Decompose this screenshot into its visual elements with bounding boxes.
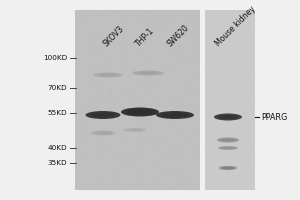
Bar (75, 10, 200, 190)
Bar (200, 10, 205, 190)
Ellipse shape (220, 138, 236, 142)
Ellipse shape (156, 111, 194, 119)
Ellipse shape (124, 128, 146, 132)
Ellipse shape (85, 111, 121, 119)
Ellipse shape (93, 72, 123, 77)
Text: 70KD: 70KD (47, 85, 67, 91)
Ellipse shape (98, 73, 118, 76)
Ellipse shape (218, 146, 238, 150)
Ellipse shape (214, 114, 242, 120)
Ellipse shape (91, 113, 115, 117)
Ellipse shape (94, 132, 112, 134)
Text: PPARG: PPARG (261, 112, 287, 121)
Ellipse shape (218, 115, 238, 119)
Ellipse shape (217, 138, 239, 142)
Ellipse shape (91, 130, 116, 136)
Ellipse shape (222, 167, 234, 169)
Ellipse shape (132, 71, 164, 75)
Ellipse shape (121, 108, 159, 116)
Text: 55KD: 55KD (47, 110, 67, 116)
Ellipse shape (221, 147, 235, 149)
Text: SKOV3: SKOV3 (102, 24, 126, 48)
Text: 40KD: 40KD (47, 145, 67, 151)
Ellipse shape (127, 129, 143, 131)
Text: 100KD: 100KD (43, 55, 67, 61)
Ellipse shape (127, 109, 153, 115)
Text: THP-1: THP-1 (134, 26, 156, 48)
Text: Mouse kidney: Mouse kidney (214, 4, 257, 48)
Ellipse shape (219, 166, 237, 170)
Ellipse shape (137, 72, 159, 74)
Ellipse shape (162, 113, 188, 117)
Text: SW620: SW620 (166, 23, 191, 48)
Text: 35KD: 35KD (47, 160, 67, 166)
Bar (205, 10, 255, 190)
